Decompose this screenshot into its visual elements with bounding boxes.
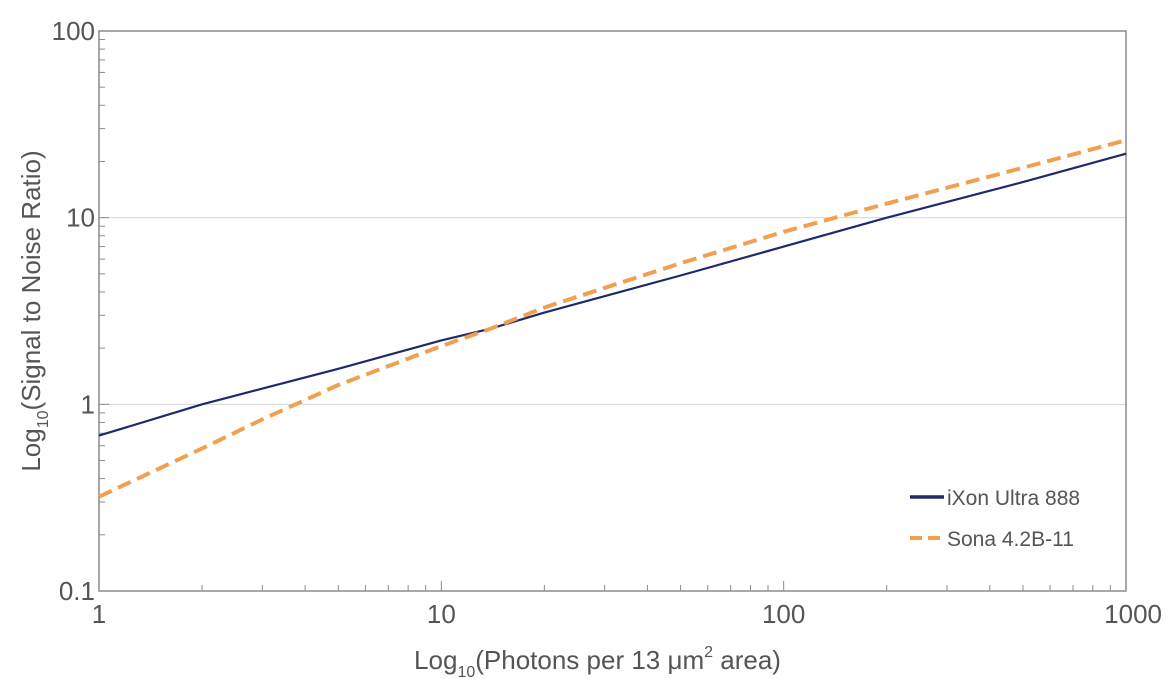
y-tick-label-100: 100: [52, 16, 95, 46]
x-tick-label-1000: 1000: [1104, 599, 1162, 629]
y-axis-label-sub: 10: [35, 410, 52, 428]
y-axis-label: Log10(Signal to Noise Ratio): [16, 150, 52, 471]
x-tick-label-10: 10: [427, 599, 456, 629]
x-tick-label-100: 100: [762, 599, 805, 629]
y-tick-label-0.1: 0.1: [59, 576, 95, 606]
y-tick-label-1: 1: [81, 389, 95, 419]
y-tick-labels: 0.1 1 10 100: [52, 16, 95, 606]
x-tick-labels: 1 10 100 1000: [92, 599, 1162, 629]
plot-frame: [98, 30, 1127, 592]
y-axis-label-prefix: Log: [16, 428, 46, 471]
series-line-1: [98, 138, 1127, 499]
minor-ticks: [98, 39, 1111, 592]
grid-lines: [99, 217, 1126, 405]
legend-label-ixon: iXon Ultra 888: [947, 487, 1080, 510]
y-axis-label-main: (Signal to Noise Ratio): [16, 150, 46, 410]
x-tick-label-1: 1: [92, 599, 106, 629]
series-line-0: [98, 152, 1127, 437]
x-axis-label-sup: 2: [704, 644, 713, 661]
legend-label-sona: Sona 4.2B-11: [947, 528, 1074, 551]
x-axis-label-prefix: Log: [414, 645, 457, 675]
x-axis-label-sub: 10: [457, 664, 475, 679]
series-layer: [98, 138, 1127, 499]
x-axis-label-suffix: area): [713, 645, 781, 675]
x-axis-label: Log10(Photons per 13 μm2 area): [414, 644, 781, 679]
legend: iXon Ultra 888 Sona 4.2B-11: [910, 487, 1080, 551]
y-tick-label-10: 10: [66, 203, 95, 233]
x-axis-label-main: (Photons per 13 μm: [475, 645, 704, 675]
